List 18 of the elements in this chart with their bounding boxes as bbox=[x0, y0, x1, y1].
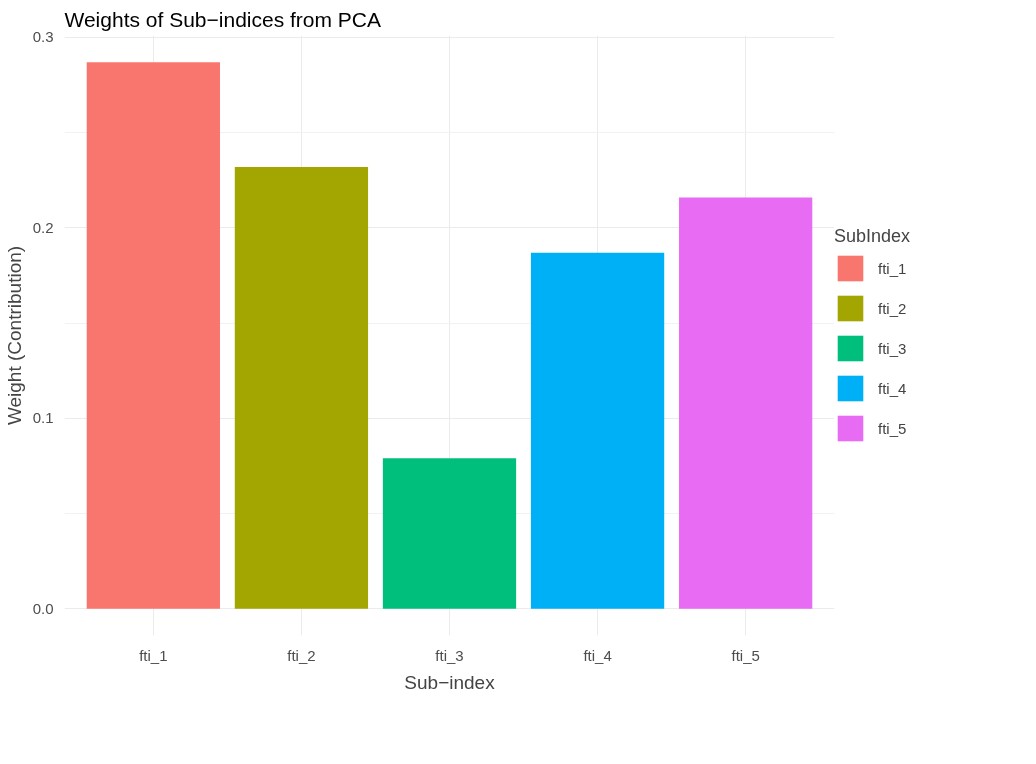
legend-label: fti_4 bbox=[878, 379, 907, 397]
y-tick-label: 0.3 bbox=[32, 28, 54, 46]
x-tick-label: fti_1 bbox=[139, 646, 168, 664]
legend-title: SubIndex bbox=[834, 226, 911, 247]
legend-label: fti_2 bbox=[878, 299, 907, 317]
y-tick-label: 0.2 bbox=[32, 218, 54, 236]
x-axis-title: Sub−index bbox=[404, 671, 496, 693]
y-tick-label: 0.1 bbox=[32, 409, 54, 427]
legend-label: fti_1 bbox=[878, 259, 907, 277]
y-tick-label: 0.0 bbox=[32, 599, 54, 617]
y-axis-title: Weight (Contribution) bbox=[3, 245, 25, 426]
x-tick-label: fti_3 bbox=[435, 646, 464, 664]
x-tick-label: fti_2 bbox=[287, 646, 316, 664]
legend-label: fti_3 bbox=[878, 339, 907, 357]
x-tick-label: fti_5 bbox=[731, 646, 760, 664]
x-tick-label: fti_4 bbox=[583, 646, 612, 664]
legend-label: fti_5 bbox=[878, 419, 907, 437]
chart-title: Weights of Sub−indices from PCA bbox=[64, 7, 382, 31]
